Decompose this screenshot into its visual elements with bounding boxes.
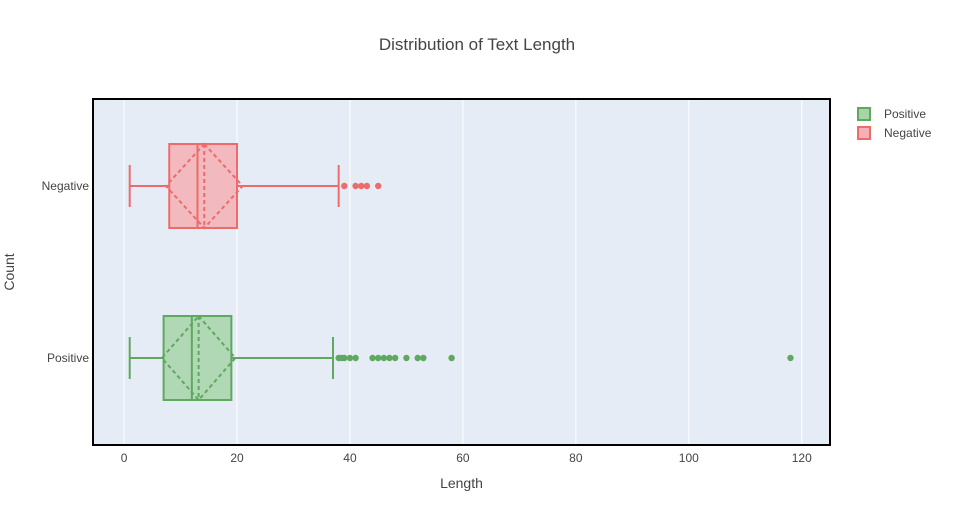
outlier-point: [414, 354, 421, 362]
box-positive: [128, 314, 794, 402]
chart-title: Distribution of Text Length: [379, 35, 575, 54]
outlier-point: [341, 354, 348, 362]
x-tick-label: 120: [792, 451, 812, 465]
y-axis-title: Count: [1, 253, 17, 290]
outlier-point: [369, 354, 376, 362]
outlier-point: [787, 354, 794, 362]
iqr-box: [162, 315, 233, 401]
outlier-point: [448, 354, 455, 362]
x-tick-label: 40: [343, 451, 357, 465]
outlier-point: [391, 354, 399, 362]
outlier-point: [346, 354, 354, 362]
sd-diamond: [160, 314, 237, 402]
x-tick-label: 80: [569, 451, 583, 465]
x-axis-title: Length: [440, 475, 483, 491]
legend-label-negative: Negative: [884, 126, 932, 140]
sd-diamond: [164, 142, 245, 230]
plot-frame: [92, 98, 831, 446]
outlier-point: [420, 354, 427, 362]
x-tick-label: 20: [230, 451, 244, 465]
y-tick-label: Positive: [47, 351, 89, 365]
box-negative: [128, 142, 382, 230]
outlier-point: [352, 354, 359, 362]
box-series: [128, 142, 794, 402]
x-tick-label: 60: [456, 451, 470, 465]
legend: Positive Negative: [857, 107, 932, 140]
y-tick-label: Negative: [42, 179, 90, 193]
legend-label-positive: Positive: [884, 107, 926, 121]
outlier-point: [386, 354, 393, 362]
y-axis-ticks: Positive Negative: [42, 179, 90, 365]
legend-swatch-positive: [857, 107, 871, 121]
outlier-point: [403, 354, 410, 362]
outlier-point: [341, 182, 348, 190]
outlier-point: [363, 182, 371, 190]
x-axis-ticks: 0 20 40 60 80 100 120: [121, 451, 812, 465]
outlier-point: [380, 354, 388, 362]
x-tick-label: 100: [679, 451, 699, 465]
outlier-point: [374, 354, 382, 362]
outlier-point: [374, 182, 382, 190]
legend-swatch-negative: [857, 126, 871, 140]
outlier-point: [358, 182, 365, 190]
outlier-point: [352, 182, 359, 190]
iqr-box: [168, 143, 239, 229]
x-tick-label: 0: [121, 451, 128, 465]
